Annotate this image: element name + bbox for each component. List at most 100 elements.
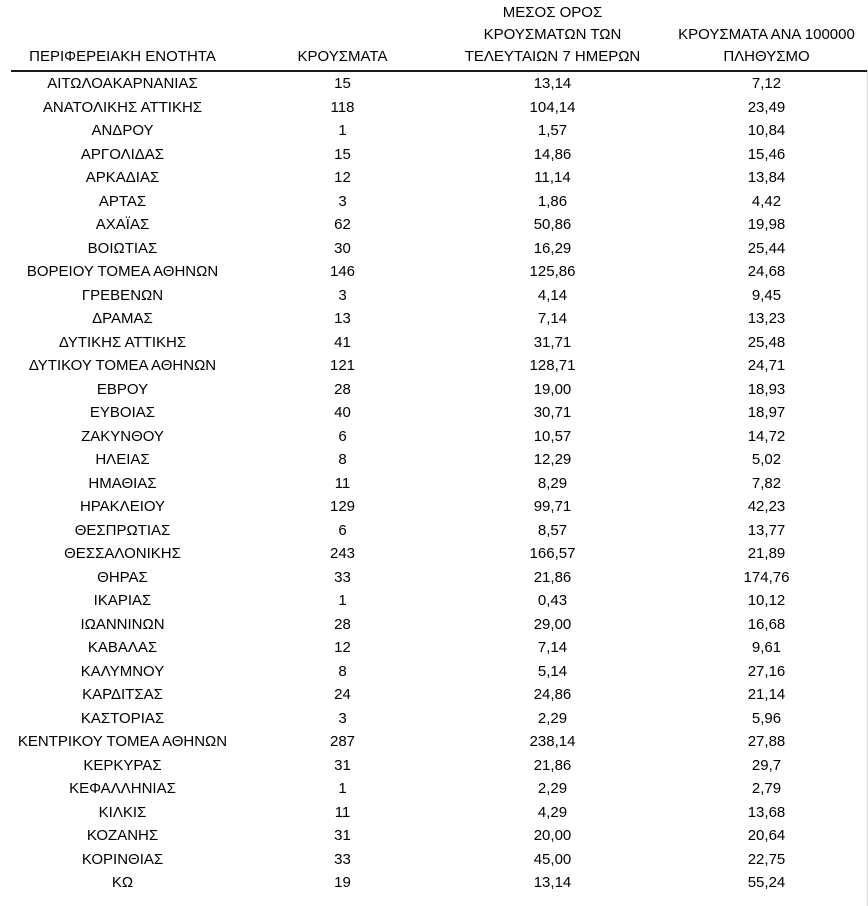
region-cell: ΚΑΒΑΛΑΣ bbox=[87, 639, 158, 657]
table-row: ΘΕΣΠΡΩΤΙΑΣ 6 8,57 13,77 bbox=[0, 519, 868, 543]
column-header-regional-unit: ΠΕΡΙΦΕΡΕΙΑΚΗ ΕΝΟΤΗΤΑ bbox=[29, 48, 216, 65]
table-row: ΙΚΑΡΙΑΣ 1 0,43 10,12 bbox=[0, 589, 868, 613]
per-100000-cell: 7,12 bbox=[751, 75, 782, 93]
avg-7day-cell: 2,29 bbox=[537, 780, 568, 798]
cases-cell: 11 bbox=[334, 474, 351, 492]
region-cell: ΗΡΑΚΛΕΙΟΥ bbox=[79, 498, 166, 516]
avg-7day-cell: 4,29 bbox=[537, 803, 568, 821]
table-row: ΑΡΚΑΔΙΑΣ 12 11,14 13,84 bbox=[0, 166, 868, 190]
per-100000-cell: 27,88 bbox=[747, 733, 786, 751]
table-row: ΗΡΑΚΛΕΙΟΥ 129 99,71 42,23 bbox=[0, 495, 868, 519]
cases-cell: 28 bbox=[334, 615, 351, 633]
per-100000-cell: 4,42 bbox=[751, 192, 782, 210]
avg-7day-cell: 2,29 bbox=[537, 709, 568, 727]
per-100000-cell: 55,24 bbox=[747, 874, 786, 892]
table-row: ΒΟΙΩΤΙΑΣ 30 16,29 25,44 bbox=[0, 237, 868, 261]
table-row: ΙΩΑΝΝΙΝΩΝ 28 29,00 16,68 bbox=[0, 613, 868, 637]
avg-7day-cell: 24,86 bbox=[533, 686, 572, 704]
per-100000-cell: 27,16 bbox=[747, 662, 786, 680]
region-cell: ΚΑΣΤΟΡΙΑΣ bbox=[80, 709, 165, 727]
table-row: ΕΥΒΟΙΑΣ 40 30,71 18,97 bbox=[0, 401, 868, 425]
region-cell: ΚΕΡΚΥΡΑΣ bbox=[83, 756, 162, 774]
region-cell: ΙΩΑΝΝΙΝΩΝ bbox=[80, 615, 165, 633]
per-100000-cell: 9,45 bbox=[751, 286, 782, 304]
avg-7day-cell: 238,14 bbox=[529, 733, 576, 751]
region-cell: ΚΕΝΤΡΙΚΟΥ ΤΟΜΕΑ ΑΘΗΝΩΝ bbox=[17, 733, 228, 751]
avg-7day-cell: 12,29 bbox=[533, 451, 572, 469]
avg-7day-cell: 30,71 bbox=[533, 404, 572, 422]
avg-7day-cell: 20,00 bbox=[533, 827, 572, 845]
per-100000-cell: 21,14 bbox=[747, 686, 786, 704]
column-header-cases-per-100000: ΚΡΟΥΣΜΑΤΑ ΑΝΑ 100000 ΠΛΗΘΥΣΜΟ bbox=[678, 26, 855, 65]
avg-7day-cell: 125,86 bbox=[529, 263, 576, 281]
table-row: ΘΕΣΣΑΛΟΝΙΚΗΣ 243 166,57 21,89 bbox=[0, 542, 868, 566]
avg-7day-cell: 5,14 bbox=[537, 662, 568, 680]
avg-7day-cell: 31,71 bbox=[533, 333, 572, 351]
per-100000-cell: 13,77 bbox=[747, 521, 786, 539]
cases-cell: 1 bbox=[338, 122, 347, 140]
region-cell: ΘΕΣΠΡΩΤΙΑΣ bbox=[74, 521, 171, 539]
per-100000-cell: 42,23 bbox=[747, 498, 786, 516]
avg-7day-cell: 7,14 bbox=[537, 639, 568, 657]
avg-7day-cell: 50,86 bbox=[533, 216, 572, 234]
per-100000-cell: 5,02 bbox=[751, 451, 782, 469]
table-row: ΔΥΤΙΚΗΣ ΑΤΤΙΚΗΣ 41 31,71 25,48 bbox=[0, 331, 868, 355]
cases-cell: 11 bbox=[334, 803, 351, 821]
cases-cell: 121 bbox=[329, 357, 356, 375]
avg-7day-cell: 1,57 bbox=[537, 122, 568, 140]
per-100000-cell: 13,23 bbox=[747, 310, 786, 328]
region-cell: ΑΡΚΑΔΙΑΣ bbox=[85, 169, 160, 187]
per-100000-cell: 24,71 bbox=[747, 357, 786, 375]
per-100000-cell: 23,49 bbox=[747, 98, 786, 116]
cases-cell: 24 bbox=[334, 686, 351, 704]
table-row: ΚΙΛΚΙΣ 11 4,29 13,68 bbox=[0, 801, 868, 825]
per-100000-cell: 16,68 bbox=[747, 615, 786, 633]
per-100000-cell: 15,46 bbox=[747, 145, 786, 163]
table-row: ΑΝΔΡΟΥ 1 1,57 10,84 bbox=[0, 119, 868, 143]
header-underline bbox=[11, 70, 868, 72]
region-cell: ΚΙΛΚΙΣ bbox=[98, 803, 147, 821]
avg-7day-cell: 8,29 bbox=[537, 474, 568, 492]
table-row: ΔΡΑΜΑΣ 13 7,14 13,23 bbox=[0, 307, 868, 331]
per-100000-cell: 25,48 bbox=[747, 333, 786, 351]
per-100000-cell: 13,68 bbox=[747, 803, 786, 821]
cases-cell: 6 bbox=[338, 521, 347, 539]
region-cell: ΚΟΖΑΝΗΣ bbox=[86, 827, 159, 845]
cases-cell: 118 bbox=[330, 98, 355, 116]
avg-7day-cell: 1,86 bbox=[537, 192, 568, 210]
region-cell: ΗΜΑΘΙΑΣ bbox=[88, 474, 157, 492]
avg-7day-cell: 21,86 bbox=[533, 568, 572, 586]
cases-cell: 30 bbox=[334, 239, 351, 257]
avg-7day-cell: 8,57 bbox=[537, 521, 568, 539]
avg-7day-cell: 4,14 bbox=[537, 286, 568, 304]
per-100000-cell: 21,89 bbox=[747, 545, 786, 563]
table-row: ΚΕΝΤΡΙΚΟΥ ΤΟΜΕΑ ΑΘΗΝΩΝ 287 238,14 27,88 bbox=[0, 730, 868, 754]
cases-cell: 146 bbox=[329, 263, 356, 281]
table-row: ΗΜΑΘΙΑΣ 11 8,29 7,82 bbox=[0, 472, 868, 496]
region-cell: ΔΥΤΙΚΗΣ ΑΤΤΙΚΗΣ bbox=[58, 333, 187, 351]
per-100000-cell: 5,96 bbox=[751, 709, 782, 727]
cases-cell: 3 bbox=[338, 192, 347, 210]
cases-cell: 12 bbox=[334, 639, 351, 657]
avg-7day-cell: 14,86 bbox=[533, 145, 572, 163]
avg-7day-cell: 166,57 bbox=[529, 545, 576, 563]
cases-cell: 15 bbox=[334, 145, 351, 163]
table-row: ΑΡΓΟΛΙΔΑΣ 15 14,86 15,46 bbox=[0, 143, 868, 167]
table-row: ΚΕΡΚΥΡΑΣ 31 21,86 29,7 bbox=[0, 754, 868, 778]
region-cell: ΚΩ bbox=[111, 874, 134, 892]
cases-cell: 6 bbox=[338, 427, 347, 445]
region-cell: ΗΛΕΙΑΣ bbox=[95, 451, 150, 469]
cases-cell: 8 bbox=[338, 451, 347, 469]
cases-cell: 33 bbox=[334, 850, 351, 868]
table-row: ΚΑΒΑΛΑΣ 12 7,14 9,61 bbox=[0, 636, 868, 660]
per-100000-cell: 13,84 bbox=[747, 169, 786, 187]
region-cell: ΚΑΛΥΜΝΟΥ bbox=[80, 662, 165, 680]
table-row: ΚΑΛΥΜΝΟΥ 8 5,14 27,16 bbox=[0, 660, 868, 684]
cases-cell: 13 bbox=[334, 310, 351, 328]
table-row: ΕΒΡΟΥ 28 19,00 18,93 bbox=[0, 378, 868, 402]
avg-7day-cell: 19,00 bbox=[533, 380, 572, 398]
per-100000-cell: 9,61 bbox=[751, 639, 782, 657]
avg-7day-cell: 16,29 bbox=[533, 239, 572, 257]
cases-cell: 31 bbox=[334, 756, 351, 774]
